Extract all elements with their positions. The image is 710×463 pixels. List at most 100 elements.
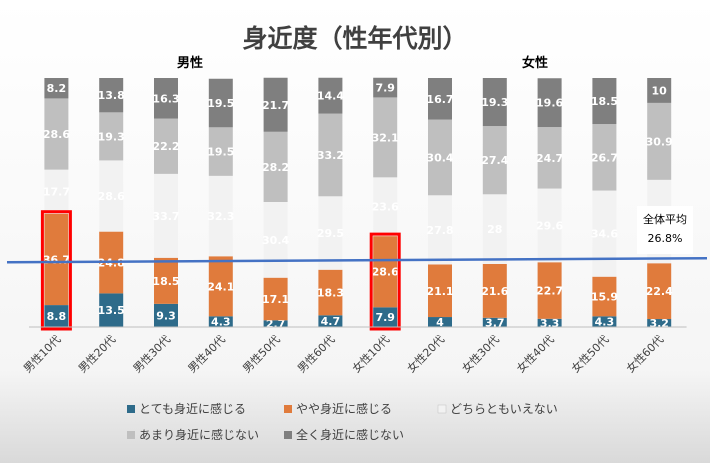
data-label: 32.3 <box>207 210 234 223</box>
bar-segment <box>99 112 124 161</box>
legend-swatch <box>284 431 292 439</box>
legend-swatch <box>437 404 447 414</box>
data-label: 7.9 <box>375 311 395 324</box>
female-group-label: 女性 <box>522 55 548 71</box>
bar-segment <box>44 169 69 214</box>
legend-label: 全く身近に感じない <box>296 427 404 442</box>
data-label: 18.5 <box>152 275 179 288</box>
data-label: 15.9 <box>591 291 618 304</box>
bar-segment <box>592 78 617 125</box>
bar-segment <box>373 177 398 237</box>
data-label: 19.5 <box>207 146 234 159</box>
data-label: 33.2 <box>317 149 344 162</box>
bar-segment <box>99 78 124 113</box>
data-label: 17.7 <box>43 186 70 199</box>
data-label: 28.6 <box>98 190 125 203</box>
bar-segment <box>373 97 398 178</box>
data-label: 18.3 <box>317 287 344 300</box>
data-label: 17.1 <box>262 293 289 306</box>
data-label: 4.7 <box>321 315 341 328</box>
data-label: 21.7 <box>262 99 289 112</box>
bar-segment <box>263 77 288 132</box>
data-label: 13.8 <box>98 89 125 102</box>
data-label: 34.6 <box>591 228 618 241</box>
bar-segment <box>647 78 672 103</box>
data-label: 9.3 <box>156 309 176 322</box>
average-label-box <box>637 206 693 254</box>
data-label: 4.3 <box>595 316 615 329</box>
data-label: 29.5 <box>317 227 344 240</box>
bar-segment <box>154 257 178 304</box>
data-label: 36.7 <box>43 253 70 266</box>
data-label: 14.4 <box>317 90 344 103</box>
bar-segment <box>44 98 69 170</box>
bar-segment <box>318 113 343 197</box>
bar-segment <box>373 307 398 327</box>
bar-segment <box>537 262 562 319</box>
data-label: 24.1 <box>207 280 234 293</box>
data-label: 4.3 <box>211 316 231 329</box>
bar-segment <box>592 276 617 317</box>
data-label: 16.7 <box>426 93 453 106</box>
data-label: 30.4 <box>426 151 453 164</box>
bar-segment <box>537 127 562 189</box>
data-label: 18.5 <box>591 95 618 108</box>
bar-segment <box>99 160 124 232</box>
data-label: 10 <box>652 84 668 97</box>
data-label: 32.1 <box>372 131 399 144</box>
bar-segment <box>208 256 233 317</box>
bars-layer: 8.8 36.7 17.7 28.6 8.2 13.5 24.8 28.6 19.3 13.8 9.… <box>40 77 673 331</box>
bar-segment <box>263 131 288 202</box>
bar-segment <box>318 196 343 270</box>
legend-swatch <box>127 405 135 413</box>
bar-segment <box>263 277 288 321</box>
bar-segment <box>592 316 617 327</box>
average-line <box>6 257 708 264</box>
bar-segment <box>482 126 507 195</box>
data-label: 28.6 <box>372 266 399 279</box>
legend-label: やや身近に感じる <box>296 401 392 416</box>
average-value: 26.8% <box>648 232 683 245</box>
legend-label: どちらともいえない <box>450 402 558 416</box>
data-label: 21.6 <box>481 285 508 298</box>
data-label: 7.9 <box>375 82 395 95</box>
bar-segment <box>208 127 233 176</box>
bar-segment <box>154 118 178 174</box>
bar-segment <box>318 315 343 327</box>
bar-segment <box>428 264 452 318</box>
chart-title: 身近度（性年代別） <box>242 24 467 53</box>
data-label: 27.8 <box>426 224 453 237</box>
bar-segment <box>647 263 672 320</box>
bar-segment <box>428 78 452 120</box>
data-label: 19.3 <box>98 130 125 143</box>
data-label: 22.7 <box>536 285 563 298</box>
data-label: 30.4 <box>262 234 289 247</box>
bar-segment <box>44 305 69 327</box>
data-label: 28.6 <box>43 128 70 141</box>
legend-swatch <box>127 431 135 439</box>
bar-segment <box>318 269 343 316</box>
data-label: 13.5 <box>98 304 125 317</box>
data-label: 24.7 <box>536 152 563 165</box>
data-label: 8.2 <box>47 82 67 95</box>
bar-segment <box>44 78 69 99</box>
bar-segment <box>318 77 343 114</box>
bar-segment <box>373 236 398 308</box>
data-label: 28.2 <box>262 161 289 174</box>
data-label: 19.5 <box>207 97 234 110</box>
data-label: 27.4 <box>481 154 508 167</box>
data-label: 24.8 <box>98 257 125 270</box>
bar-segment <box>263 202 288 278</box>
legend-swatch <box>284 405 292 413</box>
data-label: 28 <box>487 223 502 236</box>
bar-segment <box>428 317 452 327</box>
bar-segment <box>99 293 124 327</box>
data-label: 16.3 <box>152 92 179 105</box>
legend-label: あまり身近に感じない <box>139 427 259 442</box>
bar-segment <box>208 316 233 327</box>
bar-segment <box>647 319 672 327</box>
data-label: 3.3 <box>540 317 560 330</box>
bar-segment <box>537 78 562 128</box>
